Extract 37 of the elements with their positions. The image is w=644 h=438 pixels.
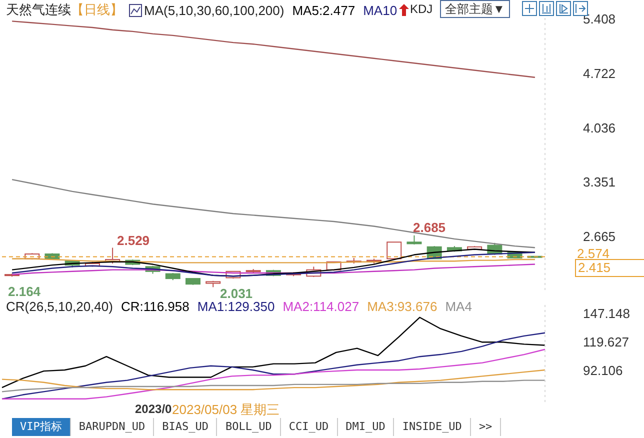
text: >> xyxy=(470,418,502,436)
y-tick-label: 2.665 xyxy=(583,228,616,244)
text: BOLL_UD xyxy=(217,418,281,436)
legend-title: MA(5,10,30,60,100,200) xyxy=(144,2,284,18)
text: MA2:114.027 xyxy=(282,299,360,314)
text: 全部主题▼ xyxy=(440,0,510,18)
text: 2.574 xyxy=(577,246,610,261)
y-tick-label: 3.351 xyxy=(583,174,616,190)
text: DMI_UD xyxy=(338,418,394,436)
chart-subtitle: 【日线】 xyxy=(71,1,123,19)
y-tick-label: 147.148 xyxy=(583,306,630,322)
text: CR:116.958 xyxy=(120,299,190,314)
text: KDJ xyxy=(410,2,433,16)
annotation: 2023/05/03 星期三 xyxy=(172,401,280,419)
annotation: 2023/0 xyxy=(135,402,172,416)
text: CCI_UD xyxy=(280,418,338,436)
annotation: 2.031 xyxy=(220,286,253,301)
text: MA4 xyxy=(445,299,472,314)
text: MA10 xyxy=(363,2,398,18)
y-tick-label: 4.036 xyxy=(583,120,616,136)
text: MA3:93.676 xyxy=(367,299,438,314)
text: MA1:129.350 xyxy=(197,299,275,314)
text: BARUPDN_UD xyxy=(70,418,154,436)
text: MA5:2.477 xyxy=(292,2,356,18)
chart-title: 天然气连续 xyxy=(6,1,71,19)
y-tick-label: 119.627 xyxy=(583,334,630,350)
y-tick-label: 5.408 xyxy=(583,12,616,27)
text: VIP指标 xyxy=(12,418,71,436)
text: BIAS_UD xyxy=(154,418,218,436)
annotation: 2.685 xyxy=(413,220,446,235)
annotation: 2.529 xyxy=(117,233,150,248)
chart-title: CR(26,5,10,20,40) xyxy=(6,299,113,314)
annotation: 2.164 xyxy=(8,284,41,299)
text: INSIDE_UD xyxy=(394,418,471,436)
y-tick-label: 4.722 xyxy=(583,66,616,82)
ref-line-label: 2.415 xyxy=(575,258,644,277)
y-tick-label: 92.106 xyxy=(583,362,623,378)
